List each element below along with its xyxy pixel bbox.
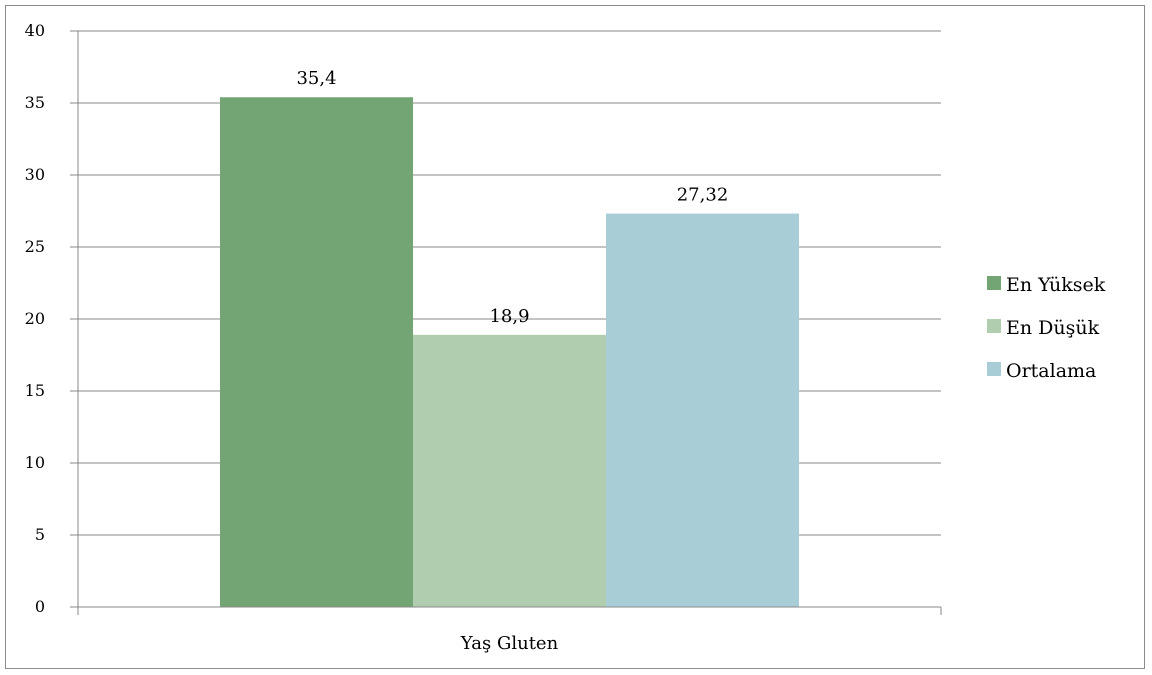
y-tick-label: 35 xyxy=(25,93,45,112)
bar xyxy=(220,97,413,608)
y-tick-label: 15 xyxy=(25,381,45,400)
data-label: 35,4 xyxy=(296,68,336,89)
y-tick-label: 40 xyxy=(25,21,45,40)
y-tick-label: 20 xyxy=(25,309,45,328)
data-labels: 35,4 18,9 27,32 xyxy=(296,68,728,327)
y-tick-label: 30 xyxy=(25,165,45,184)
legend-label: En Düşük xyxy=(1006,317,1100,339)
y-tick-label: 10 xyxy=(25,453,45,472)
data-label: 27,32 xyxy=(677,185,729,206)
y-axis-ticks: 0 5 10 15 20 25 30 35 40 xyxy=(25,21,78,616)
legend: En Yüksek En Düşük Ortalama xyxy=(987,274,1106,382)
y-tick-label: 25 xyxy=(25,237,45,256)
legend-swatch xyxy=(987,276,1001,290)
axes xyxy=(77,31,942,615)
y-tick-label: 0 xyxy=(35,597,45,616)
bar xyxy=(413,334,606,607)
legend-swatch xyxy=(987,319,1001,333)
bar xyxy=(606,213,799,608)
legend-swatch xyxy=(987,362,1001,376)
legend-label: Ortalama xyxy=(1006,360,1096,382)
legend-label: En Yüksek xyxy=(1006,274,1106,296)
y-tick-label: 5 xyxy=(35,525,45,544)
x-axis-categories: Yaş Gluten xyxy=(460,633,559,654)
bars xyxy=(220,97,799,608)
x-category-label: Yaş Gluten xyxy=(460,633,559,654)
data-label: 18,9 xyxy=(489,306,529,327)
